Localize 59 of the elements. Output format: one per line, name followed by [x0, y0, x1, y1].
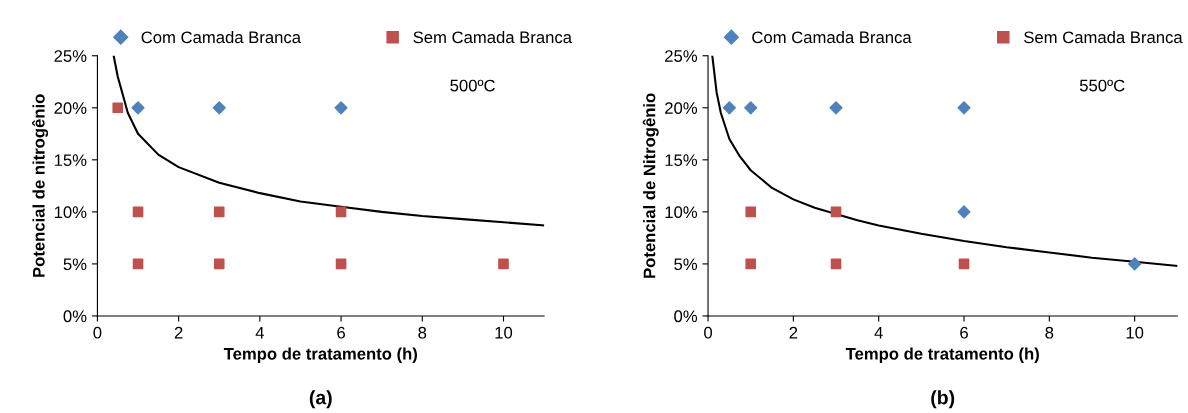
point: [722, 101, 736, 115]
y-tick-label: 20%: [665, 102, 698, 114]
point: [830, 258, 842, 270]
x-tick-label: 8: [418, 326, 427, 339]
y-tick-label: 15%: [54, 154, 87, 167]
point: [335, 206, 347, 218]
x-axis-title: Tempo de tratamento (h): [845, 347, 1039, 363]
annotation: 500ºC: [450, 79, 495, 92]
point: [335, 258, 347, 270]
x-tick-label: 4: [874, 326, 883, 339]
y-tick-label: 5%: [63, 258, 87, 271]
point: [745, 206, 757, 218]
legend-label: Sem Camada Branca: [1024, 30, 1183, 44]
x-tick-label: 10: [495, 326, 513, 339]
point: [498, 258, 509, 270]
point: [132, 258, 144, 270]
y-axis-title: Potencial de nitrogênio: [32, 94, 49, 277]
point: [1128, 257, 1142, 271]
y-tick-label: 0%: [63, 310, 87, 323]
y-tick-label: 0%: [674, 310, 698, 323]
legend-label: Com Camada Branca: [141, 30, 301, 44]
y-axis-title: Potencial de Nitrogênio: [642, 93, 659, 278]
y-tick-label: 25%: [665, 50, 698, 62]
x-axis-title: Tempo de tratamento (h): [223, 347, 418, 363]
point: [957, 205, 971, 219]
point: [829, 101, 843, 115]
point: [958, 258, 970, 270]
point: [112, 102, 124, 114]
point: [334, 101, 348, 115]
point: [131, 101, 145, 115]
y-tick-label: 15%: [665, 154, 698, 167]
point: [213, 258, 225, 270]
text: (a): [309, 390, 332, 409]
x-tick-label: 0: [93, 326, 102, 339]
x-tick-label: 4: [255, 326, 264, 339]
y-tick-label: 5%: [674, 258, 698, 271]
x-tick-label: 0: [704, 326, 713, 339]
x-tick-label: 2: [174, 326, 183, 339]
text: (b): [931, 390, 955, 409]
point: [957, 101, 971, 115]
point: [744, 101, 758, 115]
y-tick-label: 10%: [665, 206, 698, 219]
point: [132, 206, 144, 218]
x-tick-label: 10: [1126, 326, 1144, 339]
x-tick-label: 2: [789, 326, 798, 339]
y-tick-label: 25%: [54, 50, 87, 62]
line-series: [112, 55, 545, 227]
point: [830, 206, 842, 218]
y-tick-label: 10%: [54, 206, 87, 219]
point: [212, 101, 226, 115]
annotation: 550ºC: [1079, 79, 1125, 92]
x-tick-label: 6: [337, 326, 345, 339]
legend-label: Com Camada Branca: [752, 30, 912, 44]
legend-label: Sem Camada Branca: [413, 30, 572, 44]
x-tick-label: 8: [1045, 326, 1054, 339]
x-tick-label: 6: [960, 326, 968, 339]
y-tick-label: 20%: [54, 102, 87, 114]
point: [745, 258, 757, 270]
point: [213, 206, 225, 218]
